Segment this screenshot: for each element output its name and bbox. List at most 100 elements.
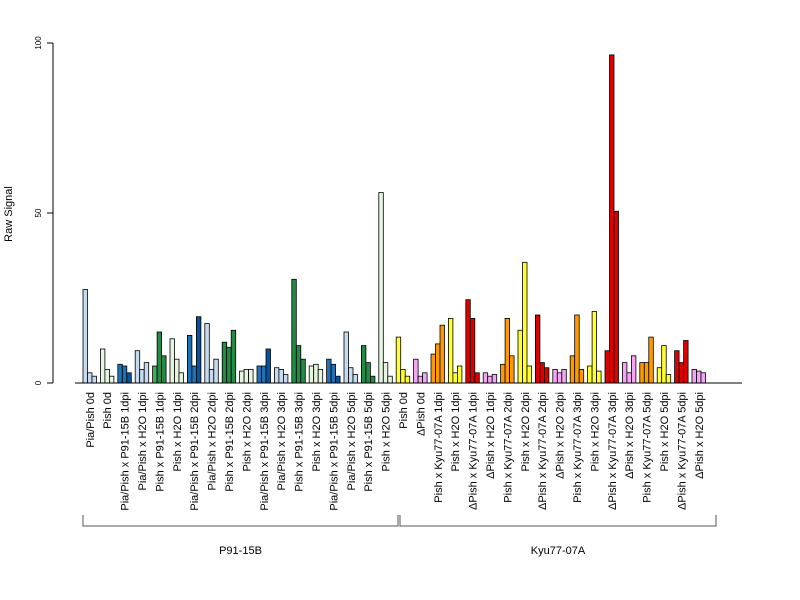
bar xyxy=(213,358,219,384)
x-tick-label: Pish x Kyu77-07A 2dpi xyxy=(502,392,514,503)
bar xyxy=(465,299,471,384)
x-tick-label: Pish x P91-15B 3dpi xyxy=(294,392,306,492)
bars-layer xyxy=(82,54,706,384)
bar xyxy=(435,343,441,384)
bar xyxy=(226,346,232,384)
y-tick-label: 50 xyxy=(34,208,43,217)
bar xyxy=(143,362,150,384)
x-tick-label: Pish x H2O 3dpi xyxy=(589,392,601,471)
bar xyxy=(174,358,180,384)
bar xyxy=(243,368,250,384)
bar xyxy=(300,358,306,384)
bar xyxy=(104,368,110,384)
x-tick-label: ΔPish 0d xyxy=(415,392,427,436)
x-tick-label: Pish 0d xyxy=(102,392,114,429)
bar xyxy=(186,334,193,384)
x-tick-label: Pish x Kyu77-07A 5dpi xyxy=(642,392,654,503)
bar xyxy=(517,329,523,384)
bar xyxy=(604,350,610,384)
bar xyxy=(535,314,541,384)
bar xyxy=(400,368,406,384)
x-tick-label: Pia/Pish x P91-15B 2dpi xyxy=(189,392,201,511)
bar xyxy=(317,368,324,384)
bar xyxy=(587,365,593,384)
x-tick-label: Pish x H2O 2dpi xyxy=(241,392,253,471)
bar xyxy=(696,370,702,384)
bar xyxy=(561,368,567,384)
bar xyxy=(591,311,597,384)
bar xyxy=(509,355,515,384)
bar xyxy=(482,372,489,384)
bar xyxy=(417,375,424,384)
bar xyxy=(195,316,202,384)
bar xyxy=(221,341,228,384)
bar xyxy=(121,365,128,384)
group-bracket xyxy=(399,515,717,527)
x-tick-label: Pia/Pish x P91-15B 5dpi xyxy=(328,392,340,511)
bar xyxy=(574,314,580,384)
x-tick-label: Pish x H2O 5dpi xyxy=(659,392,671,471)
x-tick-label: Pish x H2O 1dpi xyxy=(450,392,462,471)
bar xyxy=(413,358,419,384)
bar xyxy=(631,355,637,384)
bar xyxy=(643,362,650,384)
bar xyxy=(256,365,262,384)
bar xyxy=(352,374,358,384)
bar xyxy=(491,374,498,384)
bar xyxy=(552,368,558,384)
bar xyxy=(447,317,454,384)
bar xyxy=(87,372,93,384)
bar xyxy=(204,323,210,384)
bar xyxy=(639,362,645,384)
bar xyxy=(656,367,663,384)
x-tick-label: ΔPish x Kyu77-07A 3dpi xyxy=(607,392,619,510)
bar xyxy=(622,362,628,384)
bar xyxy=(248,368,254,384)
bar xyxy=(526,365,532,384)
bar xyxy=(126,372,132,384)
x-tick-label: ΔPish x H2O 3dpi xyxy=(624,392,636,479)
x-tick-label: Pish x Kyu77-07A 3dpi xyxy=(572,392,584,503)
bar xyxy=(578,368,585,384)
bar xyxy=(395,336,402,384)
bar xyxy=(330,363,337,384)
bar xyxy=(369,375,376,384)
bar xyxy=(308,365,315,384)
bar xyxy=(387,375,393,384)
x-tick-label: Pia/Pish x H2O 5dpi xyxy=(346,392,358,490)
bar xyxy=(422,372,428,384)
x-tick-label: Pish x H2O 1dpi xyxy=(172,392,184,471)
bar xyxy=(156,331,163,384)
bar xyxy=(430,353,436,384)
group-bracket xyxy=(82,515,399,527)
bar xyxy=(117,363,123,384)
bar xyxy=(326,358,332,384)
x-tick-label: ΔPish x Kyu77-07A 5dpi xyxy=(676,392,688,510)
bar xyxy=(522,261,528,384)
bar xyxy=(109,375,115,384)
x-tick-label: ΔPish x Kyu77-07A 1dpi xyxy=(468,392,480,510)
x-tick-label: Pia/Pish x P91-15B 1dpi xyxy=(120,392,132,511)
x-tick-label: Pish x Kyu77-07A 1dpi xyxy=(433,392,445,503)
bar xyxy=(100,348,106,384)
bar xyxy=(82,289,88,384)
group-label: Kyu77-07A xyxy=(531,545,586,557)
x-tick-label: Pish x P91-15B 5dpi xyxy=(363,392,375,492)
bar xyxy=(282,374,289,384)
bar xyxy=(609,54,615,384)
bar xyxy=(544,367,550,384)
y-tick-label: 0 xyxy=(34,380,43,385)
x-tick-label: Pia/Pish x H2O 3dpi xyxy=(276,392,288,490)
bar xyxy=(360,345,367,384)
x-tick-label: Pish x H2O 3dpi xyxy=(311,392,323,471)
bar xyxy=(178,372,184,384)
bar xyxy=(161,355,167,384)
bar xyxy=(539,362,545,384)
bar xyxy=(335,375,341,384)
bar xyxy=(404,375,411,384)
y-tick-label: 100 xyxy=(34,36,43,50)
x-tick-label: Pish x P91-15B 1dpi xyxy=(154,392,166,492)
bar xyxy=(700,372,706,384)
bar xyxy=(469,317,476,384)
